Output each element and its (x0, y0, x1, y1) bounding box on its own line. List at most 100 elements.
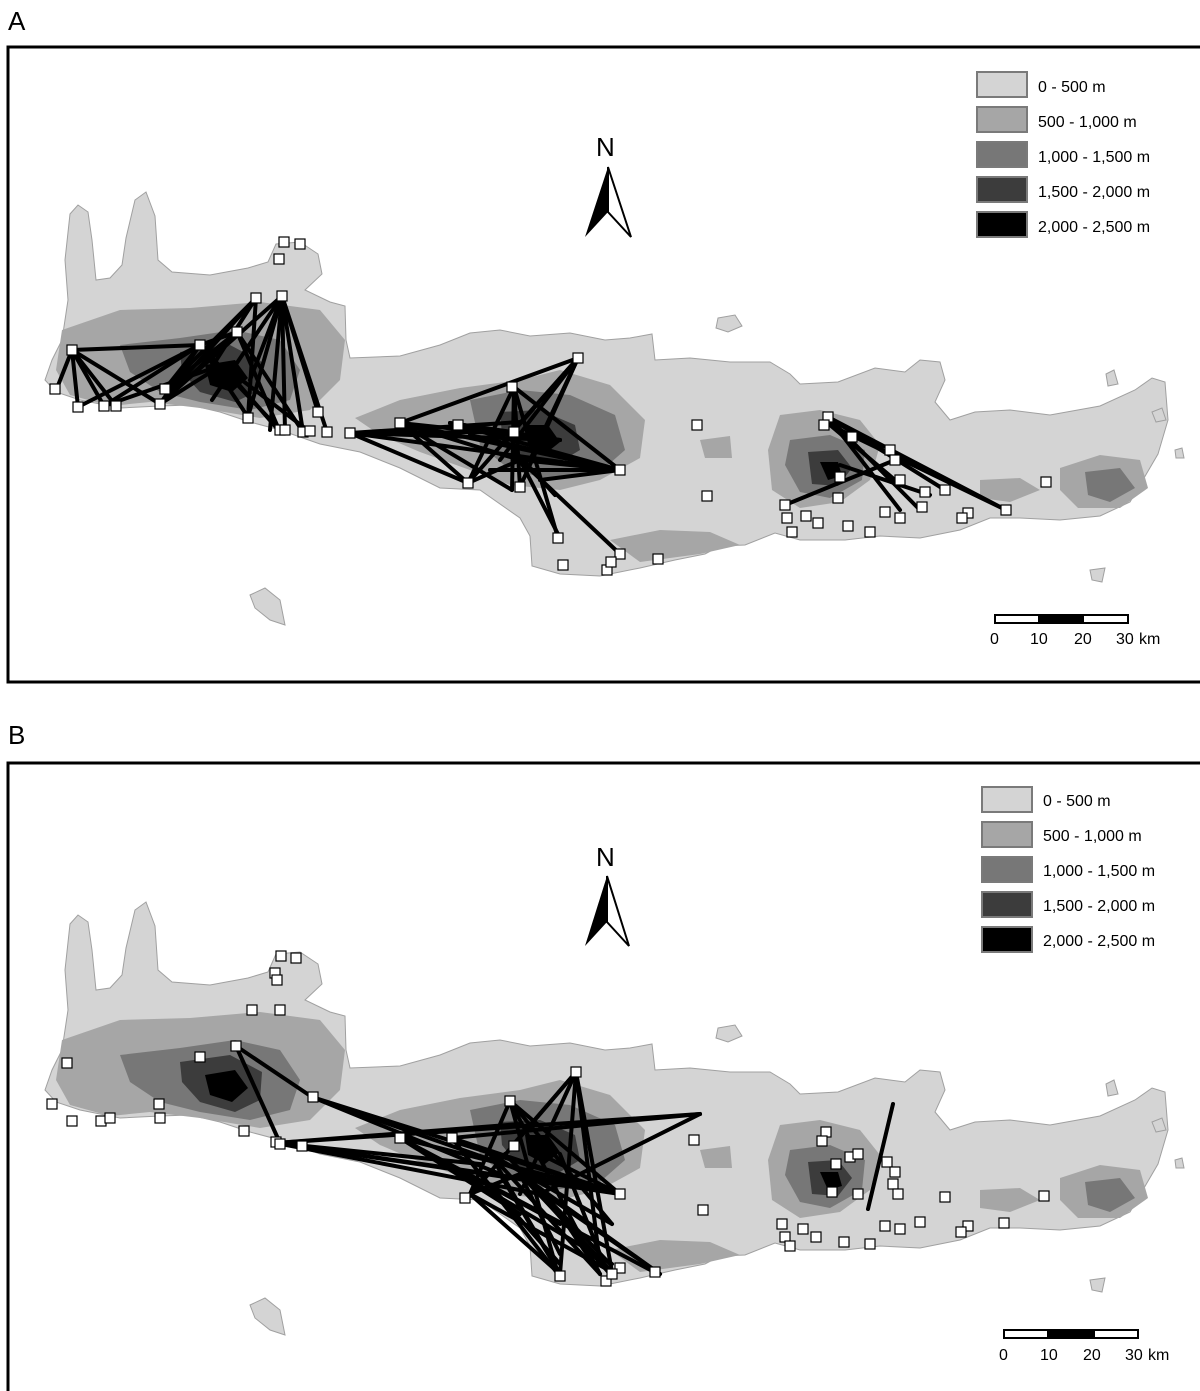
site-marker (916, 501, 928, 513)
north-arrow: N (585, 842, 630, 947)
site-marker (459, 1192, 471, 1204)
legend-label-0: 0 - 500 m (1038, 79, 1106, 96)
site-marker (153, 1098, 165, 1110)
site-marker (290, 952, 302, 964)
site-marker (250, 292, 262, 304)
site-marker (781, 512, 793, 524)
site-marker (797, 1223, 809, 1235)
legend-swatch-1 (981, 821, 1033, 848)
legend-swatch-1 (976, 106, 1028, 133)
connection-line (70, 348, 118, 408)
site-marker (691, 419, 703, 431)
site-marker (572, 352, 584, 364)
legend-swatch-4 (981, 926, 1033, 953)
site-marker (296, 1140, 308, 1152)
site-marker (231, 326, 243, 338)
site-marker (394, 1132, 406, 1144)
site-marker (278, 236, 290, 248)
site-marker (894, 1223, 906, 1235)
legend-label-3: 1,500 - 2,000 m (1043, 898, 1155, 915)
scale-unit: km (1148, 1347, 1169, 1364)
islet (249, 1297, 286, 1336)
scale-tick-10: 10 (1040, 1347, 1058, 1364)
legend-swatch-3 (981, 891, 1033, 918)
site-marker (832, 492, 844, 504)
site-marker (887, 1178, 899, 1190)
site-marker (800, 510, 812, 522)
site-marker (852, 1188, 864, 1200)
connection-line (828, 423, 1008, 512)
connection-line (70, 348, 162, 406)
site-marker (294, 238, 306, 250)
site-marker (159, 383, 171, 395)
islet (715, 314, 743, 333)
elevation-500-1000 (980, 1188, 1040, 1212)
elevation-500-1000 (700, 1146, 732, 1168)
site-marker (61, 1057, 73, 1069)
site-marker (194, 1051, 206, 1063)
site-marker (776, 1218, 788, 1230)
site-marker (914, 1216, 926, 1228)
site-marker (570, 1066, 582, 1078)
islet (1151, 1117, 1167, 1133)
legend-swatch-2 (981, 856, 1033, 883)
site-marker (194, 339, 206, 351)
connection-line (468, 1192, 562, 1276)
connection-line (158, 363, 224, 406)
site-marker (274, 1138, 286, 1150)
connection-line (235, 330, 305, 434)
site-marker (864, 1238, 876, 1250)
connection-line (348, 431, 470, 485)
site-marker (701, 490, 713, 502)
site-marker (697, 1204, 709, 1216)
map-panel-a: N 0 - 500 m 500 - 1,000 m 1,000 - 1,500 … (6, 45, 1200, 684)
scale-tick-0: 0 (990, 631, 999, 648)
connection-line (828, 423, 897, 482)
legend-swatch-0 (981, 786, 1033, 813)
site-marker (273, 253, 285, 265)
connection-line (503, 1152, 612, 1266)
scale-tick-30: 30 (1116, 631, 1134, 648)
site-marker (864, 526, 876, 538)
connection-line (528, 356, 580, 462)
connection-line (268, 294, 284, 432)
site-marker (1000, 504, 1012, 516)
scale-bar: 0 10 20 30 km (990, 614, 1160, 648)
elevation-500-1000 (700, 436, 732, 458)
elevation-1000-1500 (1085, 1178, 1135, 1212)
site-markers (46, 950, 1050, 1287)
site-marker (614, 464, 626, 476)
north-label: N (596, 842, 615, 872)
connection-line (468, 1099, 512, 1196)
connection-line (70, 343, 202, 352)
site-marker (884, 444, 896, 456)
site-marker (818, 419, 830, 431)
site-marker (852, 1148, 864, 1160)
connection-line (528, 1182, 662, 1276)
legend-label-2: 1,000 - 1,500 m (1038, 149, 1150, 166)
site-marker (614, 1188, 626, 1200)
site-marker (557, 559, 569, 571)
connection-line (234, 1044, 282, 1145)
site-marker (276, 290, 288, 302)
islet (249, 587, 286, 626)
connection-line (280, 294, 287, 432)
site-marker (786, 526, 798, 538)
site-marker (98, 400, 110, 412)
connection-line (280, 294, 305, 434)
site-marker (271, 974, 283, 986)
connection-line (498, 1172, 562, 1276)
site-marker (514, 481, 526, 493)
site-marker (892, 1188, 904, 1200)
legend-label-3: 1,500 - 2,000 m (1038, 184, 1150, 201)
site-marker (242, 412, 254, 424)
legend-label-1: 500 - 1,000 m (1038, 114, 1137, 131)
site-marker (246, 1004, 258, 1016)
site-marker (962, 1220, 974, 1232)
connection-line (220, 363, 312, 434)
site-marker (879, 1220, 891, 1232)
connection-line (838, 463, 932, 497)
connection-line (235, 330, 282, 434)
connection-line (468, 433, 622, 472)
site-marker (846, 431, 858, 443)
